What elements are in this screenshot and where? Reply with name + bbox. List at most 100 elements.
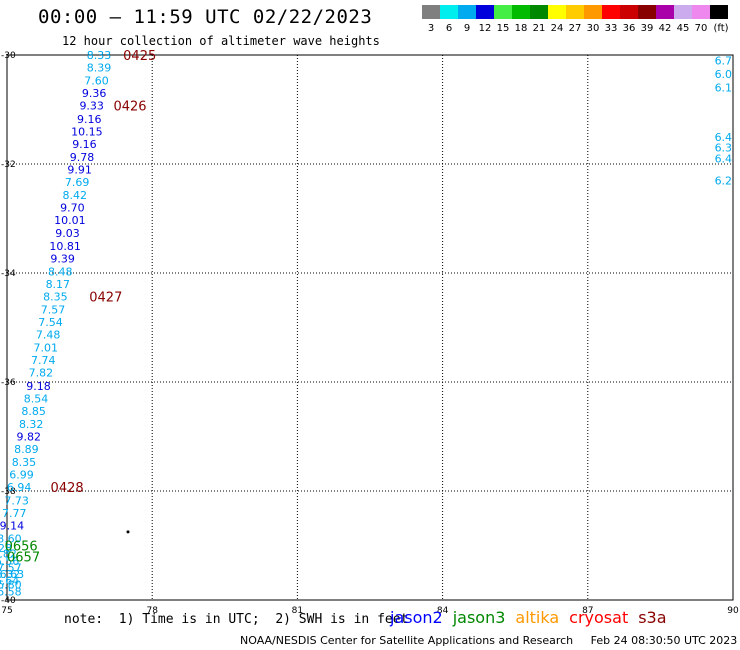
wave-height-point: 9.78	[70, 151, 95, 164]
pass-time-label: 0427	[89, 290, 122, 305]
chart-subtitle: 12 hour collection of altimeter wave hei…	[62, 34, 380, 48]
wave-height-point: 7.60	[84, 75, 109, 88]
wave-height-point: 6.80	[0, 579, 22, 592]
wave-height-point: 6.4	[715, 131, 733, 144]
colorbar-label: 3	[428, 23, 434, 34]
x-tick-label: 75	[1, 606, 12, 616]
colorbar-swatch	[620, 5, 638, 19]
colorbar-label: 45	[677, 23, 690, 34]
pass-time-label: 0426	[113, 100, 146, 115]
colorbar-swatch	[548, 5, 566, 19]
colorbar-label: 9	[464, 23, 470, 34]
colorbar-label: 27	[569, 23, 582, 34]
wave-height-point: 6.2	[715, 174, 733, 187]
colorbar-label: 12	[479, 23, 492, 34]
wave-height-point: 8.89	[14, 443, 39, 456]
wave-height-point: 6.64	[0, 574, 19, 587]
colorbar-swatch	[512, 5, 530, 19]
chart-title: 00:00 — 11:59 UTC 02/22/2023	[38, 6, 373, 28]
wave-height-point: 9.91	[67, 163, 92, 176]
wave-height-point: 9.16	[72, 138, 97, 151]
wave-height-point: 9.14	[0, 519, 24, 532]
x-tick-label: 78	[146, 606, 158, 616]
colorbar-label: 70	[695, 23, 708, 34]
wave-height-point: 6.58	[0, 585, 22, 598]
wave-height-point: 8.54	[24, 392, 49, 405]
wave-height-point: 9.39	[50, 252, 75, 265]
wave-height-point: 7.57	[41, 304, 66, 317]
colorbar-swatch	[584, 5, 602, 19]
colorbar-label: 33	[605, 23, 618, 34]
plot-frame	[6, 54, 734, 601]
mission-altika: altika	[515, 608, 560, 627]
pass-time-label: 0425	[123, 49, 156, 64]
wave-height-point: 8.85	[21, 405, 46, 418]
colorbar-label: 42	[659, 23, 672, 34]
colorbar-swatch	[710, 5, 728, 19]
colorbar-label: 39	[641, 23, 654, 34]
colorbar-label: 24	[551, 23, 564, 34]
mission-jason3: jason3	[452, 608, 506, 627]
colorbar-label: 6	[446, 23, 452, 34]
colorbar-swatch	[494, 5, 512, 19]
wave-height-point: 6.7	[715, 54, 733, 67]
y-tick-label: -38	[1, 487, 16, 497]
wave-height-point: 7.69	[65, 176, 90, 189]
y-tick-label: -30	[1, 51, 16, 61]
colorbar-label: 21	[533, 23, 546, 34]
wave-height-point: 6.94	[7, 481, 32, 494]
colorbar-swatch	[476, 5, 494, 19]
mission-jason2: jason2	[390, 608, 443, 627]
footnote: note: 1) Time is in UTC; 2) SWH is in fe…	[64, 612, 409, 627]
wave-height-point: 9.33	[79, 100, 104, 113]
wave-height-point: 6.56	[0, 555, 19, 568]
credit-line: NOAA/NESDIS Center for Satellite Applica…	[240, 634, 738, 647]
wave-height-point: 8.48	[48, 265, 73, 278]
wave-height-point: 6.32	[0, 568, 20, 581]
x-tick-label: 81	[292, 606, 303, 616]
wave-height-point: 9.16	[77, 113, 102, 126]
wave-height-point: 6.1	[715, 82, 733, 95]
wave-height-point: 7.77	[2, 507, 27, 520]
wave-height-point: 10.01	[54, 214, 86, 227]
colorbar-label: 15	[497, 23, 510, 34]
wave-height-point: 10.15	[71, 125, 103, 138]
colorbar-label: 18	[515, 23, 528, 34]
colorbar-swatch	[566, 5, 584, 19]
colorbar-swatch	[674, 5, 692, 19]
colorbar-swatch	[422, 5, 440, 19]
pass-time-label: 0428	[51, 481, 84, 496]
wave-height-point: 10.81	[49, 240, 81, 253]
wave-height-point: 9.36	[82, 87, 107, 100]
colorbar-swatch	[602, 5, 620, 19]
colorbar-swatch	[440, 5, 458, 19]
x-tick-label: 84	[437, 606, 449, 616]
point-marker	[126, 530, 130, 534]
mission-cryosat: cryosat	[569, 608, 629, 627]
wave-height-point: 7.82	[29, 367, 54, 380]
wave-height-point: 6.82	[0, 548, 17, 561]
wave-height-point: 9.03	[55, 227, 80, 240]
wave-height-point: 8.39	[87, 62, 112, 75]
wave-height-point: 7.57	[0, 561, 22, 574]
wave-height-point: 7.28	[0, 542, 12, 555]
y-tick-label: -34	[1, 269, 16, 279]
y-tick-label: -36	[1, 378, 16, 388]
wave-height-point: 6.0	[715, 68, 733, 81]
wave-height-point: 9.82	[17, 431, 42, 444]
color-scale-legend: 3 6 9 12 15 18 21 24 27 30 33 36 39 42 45 70 (ft)	[422, 5, 729, 34]
x-tick-label: 90	[727, 606, 739, 616]
mission-legend: jason2 jason3 altika cryosat s3a	[390, 608, 677, 627]
colorbar-label: (ft)	[713, 23, 728, 34]
colorbar-label: 30	[587, 23, 600, 34]
colorbar-label: 36	[623, 23, 636, 34]
y-tick-label: -40	[1, 596, 16, 606]
wave-height-point: 6.4	[715, 153, 733, 166]
y-tick-label: -32	[1, 160, 16, 170]
wave-height-point: 6.99	[9, 469, 34, 482]
wave-height-point: 9.70	[60, 202, 85, 215]
colorbar-swatch	[692, 5, 710, 19]
wave-height-point: 7.54	[38, 316, 63, 329]
wave-height-point: 8.33	[87, 49, 112, 62]
colorbar-swatch	[530, 5, 548, 19]
